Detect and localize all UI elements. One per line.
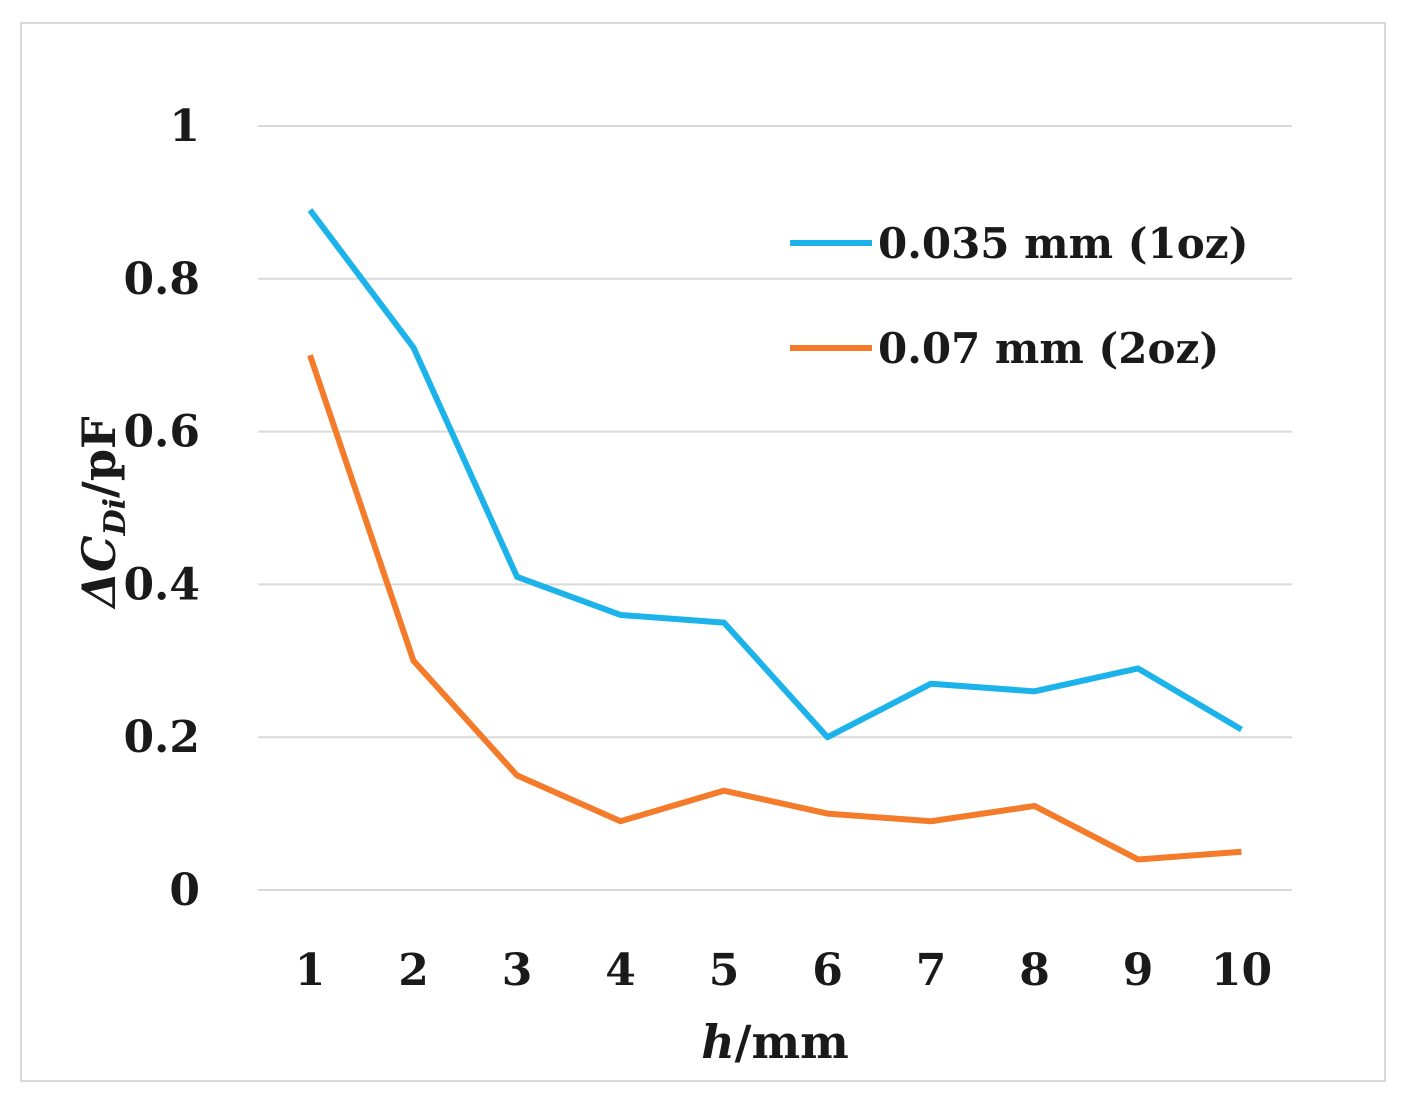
legend: 0.035 mm (1oz) 0.07 mm (2oz) (790, 219, 1248, 373)
data-point (928, 818, 934, 824)
data-point (1032, 688, 1038, 694)
data-point (825, 734, 831, 740)
chart-frame (20, 22, 1386, 1082)
legend-label-2: 0.07 mm (2oz) (878, 324, 1219, 373)
legend-label-1: 0.035 mm (1oz) (878, 219, 1248, 268)
x-tick-label: 10 (1211, 945, 1272, 996)
y-tick-label: 0.2 (123, 712, 200, 763)
y-axis-title: ΔCDi/pF (72, 416, 133, 610)
x-tick-label: 1 (295, 945, 326, 996)
x-axis-ticks: 1 2 3 4 5 6 7 8 9 10 (295, 945, 1272, 996)
y-tick-label: 0.8 (123, 254, 200, 305)
y-tick-label: 0.4 (123, 559, 200, 610)
series-line-1 (307, 208, 1244, 741)
y-axis-ticks: 0 0.2 0.4 0.6 0.8 1 (123, 101, 200, 916)
x-tick-label: 8 (1019, 945, 1050, 996)
x-tick-label: 6 (812, 945, 843, 996)
x-tick-label: 5 (709, 945, 740, 996)
x-tick-label: 3 (502, 945, 533, 996)
x-axis-title-italic: h (701, 1015, 734, 1069)
data-point (721, 620, 727, 626)
x-axis-title-rest: /mm (735, 1015, 849, 1069)
y-tick-label: 0.6 (123, 407, 200, 458)
data-point (411, 658, 417, 664)
y-tick-label: 0 (169, 865, 200, 916)
data-point (1135, 665, 1141, 671)
y-axis-title-subscript: Di (98, 498, 133, 536)
data-point (307, 207, 313, 213)
data-point (1032, 803, 1038, 809)
gridlines (258, 125, 1292, 891)
data-point (825, 811, 831, 817)
data-point (1239, 727, 1245, 733)
series-line-2 (307, 354, 1242, 863)
y-axis-title-rest: /pF (72, 416, 126, 498)
y-axis-title-symbol: ΔC (72, 535, 126, 610)
data-point (928, 681, 934, 687)
data-point (1239, 849, 1245, 855)
series-lines (307, 207, 1245, 863)
x-tick-label: 4 (605, 945, 636, 996)
x-axis-title: h/mm (701, 1015, 849, 1069)
data-point (514, 772, 520, 778)
data-point (411, 345, 417, 351)
x-tick-label: 9 (1123, 945, 1154, 996)
data-point (618, 612, 624, 618)
x-tick-label: 2 (398, 945, 429, 996)
data-point (514, 574, 520, 580)
x-tick-label: 7 (916, 945, 947, 996)
y-tick-label: 1 (169, 101, 200, 152)
data-point (618, 818, 624, 824)
data-point (307, 352, 313, 358)
data-point (721, 788, 727, 794)
data-point (1135, 856, 1141, 862)
